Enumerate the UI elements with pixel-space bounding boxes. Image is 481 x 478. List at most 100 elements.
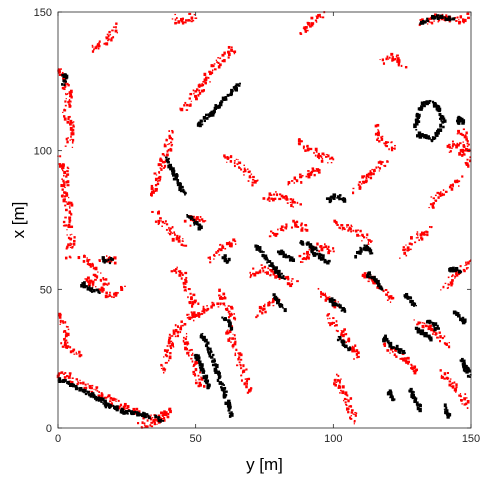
red-point [437, 20, 439, 23]
red-point [233, 316, 236, 320]
red-point [164, 349, 167, 352]
red-point [193, 315, 196, 318]
black-point [369, 274, 372, 276]
black-point [272, 265, 275, 269]
red-point [189, 349, 191, 352]
red-point [229, 313, 232, 317]
black-point [89, 289, 92, 292]
red-point [463, 403, 467, 406]
black-point [432, 16, 437, 19]
black-point [317, 255, 322, 260]
red-point [434, 13, 437, 17]
red-point [169, 148, 173, 152]
red-point [169, 227, 172, 230]
black-point [254, 244, 258, 248]
red-point [351, 349, 354, 353]
red-point [181, 240, 184, 242]
red-point [62, 331, 65, 333]
red-point [173, 231, 176, 234]
black-point [231, 327, 233, 329]
black-point [423, 333, 427, 338]
red-point [438, 192, 442, 196]
black-point [425, 19, 429, 22]
red-point [61, 71, 64, 74]
red-point [446, 372, 450, 374]
red-point [455, 179, 458, 182]
black-point [213, 367, 217, 372]
red-point [429, 203, 433, 206]
red-point [190, 354, 193, 356]
black-point [227, 257, 231, 262]
red-point [233, 162, 236, 165]
red-point [465, 131, 468, 135]
red-point [158, 163, 162, 166]
red-point [284, 195, 288, 198]
red-point [183, 322, 187, 326]
black-point [425, 102, 428, 105]
red-point [365, 177, 368, 180]
red-point [466, 158, 469, 161]
black-point [130, 411, 133, 415]
red-point [217, 57, 220, 59]
red-point [447, 377, 450, 380]
black-point [305, 242, 308, 245]
red-point [62, 77, 65, 80]
red-point [345, 407, 349, 411]
black-point [193, 223, 196, 226]
black-point [433, 102, 437, 107]
black-point [186, 214, 189, 216]
black-point [167, 165, 170, 169]
red-point [465, 261, 467, 264]
red-point [199, 371, 202, 374]
red-point [406, 356, 410, 360]
red-point [247, 180, 250, 182]
red-point [184, 288, 187, 292]
red-point [365, 237, 368, 239]
red-point [426, 233, 429, 237]
black-point [227, 319, 231, 323]
red-point [465, 267, 468, 270]
black-point [206, 341, 210, 345]
red-point [306, 149, 309, 152]
red-point [63, 77, 66, 80]
black-point [452, 266, 455, 270]
red-point [456, 143, 460, 147]
red-point [97, 271, 99, 273]
red-point [71, 246, 74, 248]
red-point [205, 309, 208, 312]
red-point [167, 143, 169, 146]
red-point [386, 291, 390, 294]
red-point [177, 334, 180, 338]
red-point [185, 290, 187, 292]
red-point [115, 26, 117, 29]
black-point [454, 310, 457, 313]
black-point [266, 261, 269, 264]
black-point [166, 159, 169, 163]
black-point [415, 402, 419, 406]
red-point [165, 223, 169, 226]
red-point [451, 147, 453, 150]
y-tick-label: 50 [40, 284, 52, 296]
red-point [84, 383, 87, 386]
red-point [292, 221, 294, 223]
black-point [437, 128, 440, 131]
red-point [105, 36, 108, 39]
red-point [77, 256, 81, 260]
red-point [256, 179, 259, 182]
red-point [162, 167, 166, 169]
black-point [427, 137, 431, 140]
black-point [147, 414, 150, 418]
black-point [95, 288, 99, 292]
red-point [71, 350, 75, 353]
red-point [197, 385, 201, 388]
black-point [391, 397, 395, 402]
red-point [327, 154, 330, 158]
red-point [349, 227, 352, 231]
red-point [163, 356, 165, 358]
black-point [447, 15, 451, 18]
red-point [135, 407, 139, 411]
black-point [424, 331, 428, 336]
red-point [464, 161, 467, 164]
